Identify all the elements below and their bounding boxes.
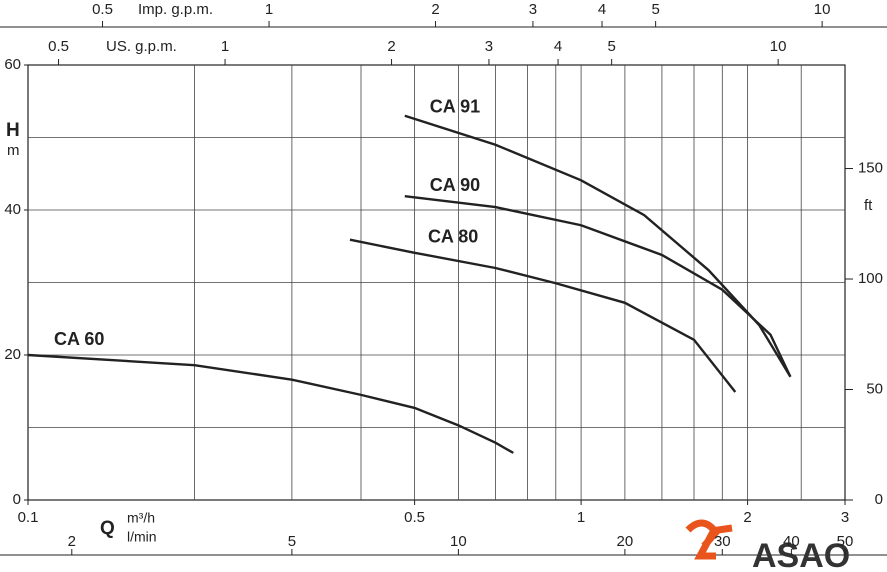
curve xyxy=(27,353,514,454)
y-tick-label: 20 xyxy=(4,346,21,363)
top-axis-label: US. g.p.m. xyxy=(106,38,177,55)
x-label: Q xyxy=(100,518,115,539)
top-tick-label: 1 xyxy=(221,38,229,55)
y2-tick-label: 50 xyxy=(866,380,883,397)
top-tick-label: 1 xyxy=(265,1,273,18)
top-tick-label: 0.5 xyxy=(48,38,69,55)
curve xyxy=(349,238,737,393)
x2-tick-label: 50 xyxy=(837,533,854,550)
x2-tick-label: 5 xyxy=(288,533,296,550)
top-tick-label: 10 xyxy=(814,1,831,18)
x-tick-label: 0.1 xyxy=(18,509,39,526)
x-tick-label: 3 xyxy=(841,509,849,526)
x-unit: m³/h xyxy=(127,510,155,526)
x2-tick-label: 40 xyxy=(783,533,800,550)
top-tick-label: 5 xyxy=(651,1,659,18)
curve-label: CA 91 xyxy=(430,97,480,117)
top-tick-label: 10 xyxy=(770,38,787,55)
curve-label: CA 80 xyxy=(428,226,478,246)
curve-label: CA 90 xyxy=(430,175,480,195)
logo-mark xyxy=(685,519,733,560)
y-tick-label: 0 xyxy=(13,491,21,508)
curve-label: CA 60 xyxy=(54,329,104,349)
x2-tick-label: 20 xyxy=(617,533,634,550)
top-tick-label: 3 xyxy=(529,1,537,18)
x-tick-label: 2 xyxy=(743,509,751,526)
y-tick-label: 60 xyxy=(4,56,21,73)
top-tick-label: 0.5 xyxy=(92,1,113,18)
y2-tick-label: 0 xyxy=(875,491,883,508)
x2-tick-label: 2 xyxy=(68,533,76,550)
x-tick-label: 1 xyxy=(577,509,585,526)
logo-text: ASAO xyxy=(752,537,850,572)
top-tick-label: 4 xyxy=(598,1,606,18)
y-tick-label: 40 xyxy=(4,201,21,218)
top-axis-label: Imp. g.p.m. xyxy=(138,1,213,18)
y-unit: m xyxy=(7,142,20,159)
x2-tick-label: 30 xyxy=(714,533,731,550)
y2-unit: ft xyxy=(864,197,873,214)
top-tick-label: 2 xyxy=(387,38,395,55)
top-tick-label: 4 xyxy=(554,38,562,55)
x2-unit: l/min xyxy=(127,529,157,545)
curve xyxy=(404,114,792,378)
top-tick-label: 5 xyxy=(607,38,615,55)
top-tick-label: 2 xyxy=(431,1,439,18)
y2-tick-label: 150 xyxy=(858,159,883,176)
y2-tick-label: 100 xyxy=(858,270,883,287)
x2-tick-label: 10 xyxy=(450,533,467,550)
y-label: H xyxy=(6,120,20,141)
curve xyxy=(404,195,792,378)
top-tick-label: 3 xyxy=(485,38,493,55)
logo: ASAO xyxy=(685,519,850,572)
x-tick-label: 0.5 xyxy=(404,509,425,526)
